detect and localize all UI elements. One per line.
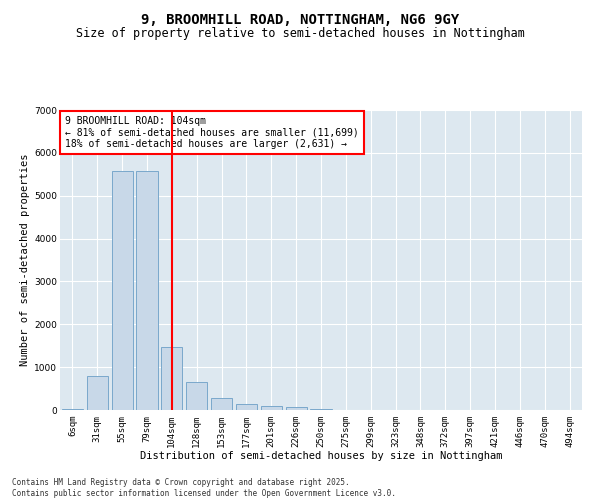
Text: Contains HM Land Registry data © Crown copyright and database right 2025.
Contai: Contains HM Land Registry data © Crown c… bbox=[12, 478, 396, 498]
Bar bbox=[286, 408, 307, 410]
Y-axis label: Number of semi-detached properties: Number of semi-detached properties bbox=[20, 154, 30, 366]
Bar bbox=[310, 408, 332, 410]
Bar bbox=[261, 406, 282, 410]
Text: 9, BROOMHILL ROAD, NOTTINGHAM, NG6 9GY: 9, BROOMHILL ROAD, NOTTINGHAM, NG6 9GY bbox=[141, 12, 459, 26]
X-axis label: Distribution of semi-detached houses by size in Nottingham: Distribution of semi-detached houses by … bbox=[140, 452, 502, 462]
Bar bbox=[62, 408, 83, 410]
Bar bbox=[87, 376, 108, 410]
Bar bbox=[236, 404, 257, 410]
Bar bbox=[161, 346, 182, 410]
Text: Size of property relative to semi-detached houses in Nottingham: Size of property relative to semi-detach… bbox=[76, 28, 524, 40]
Bar bbox=[112, 171, 133, 410]
Bar bbox=[186, 382, 207, 410]
Text: 9 BROOMHILL ROAD: 104sqm
← 81% of semi-detached houses are smaller (11,699)
18% : 9 BROOMHILL ROAD: 104sqm ← 81% of semi-d… bbox=[65, 116, 359, 149]
Bar bbox=[136, 171, 158, 410]
Bar bbox=[211, 398, 232, 410]
